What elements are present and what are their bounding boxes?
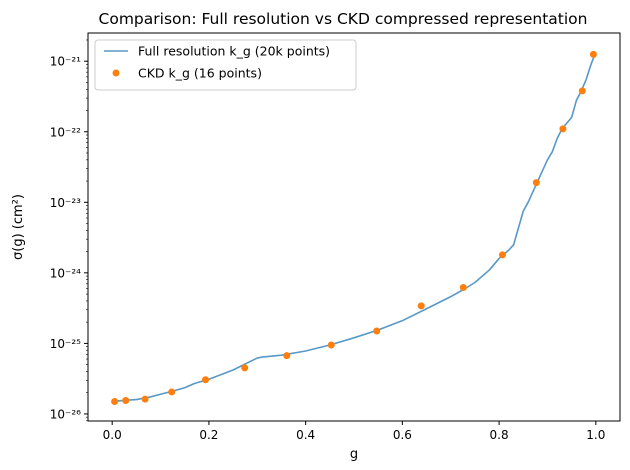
- legend: Full resolution k_g (20k points) CKD k_g…: [94, 39, 357, 91]
- plot-area-frame: [87, 32, 621, 422]
- y-tick-label: 10⁻²⁶: [50, 407, 81, 421]
- y-tick-label: 10⁻²³: [50, 196, 81, 210]
- ckd-point: [141, 395, 149, 403]
- legend-box: [94, 39, 357, 91]
- legend-label-full-resolution: Full resolution k_g (20k points): [138, 44, 330, 59]
- chart-title: Comparison: Full resolution vs CKD compr…: [99, 10, 588, 28]
- ckd-point: [122, 397, 130, 405]
- series-line-full-resolution: [112, 51, 597, 403]
- x-tick-label: 0.0: [103, 428, 122, 442]
- ckd-point: [532, 179, 540, 187]
- legend-point-swatch: [112, 69, 120, 77]
- ckd-point: [559, 125, 567, 133]
- ckd-point: [417, 302, 425, 310]
- ckd-point: [111, 398, 119, 406]
- ckd-point: [459, 284, 467, 291]
- y-axis-label: σ(g) (cm²): [11, 194, 26, 260]
- ckd-point: [589, 50, 597, 58]
- ckd-point: [498, 251, 506, 259]
- y-tick-label: 10⁻²⁵: [50, 337, 81, 351]
- ckd-point: [168, 388, 176, 396]
- x-tick-label: 0.2: [199, 428, 218, 442]
- ckd-point: [283, 352, 291, 360]
- y-tick-label: 10⁻²¹: [50, 55, 81, 69]
- y-tick-label: 10⁻²²: [50, 125, 81, 139]
- x-tick-label: 1.0: [586, 428, 605, 442]
- x-tick-label: 0.4: [296, 428, 315, 442]
- ckd-point: [327, 341, 335, 349]
- x-tick-label: 0.6: [393, 428, 412, 442]
- ckd-point: [241, 364, 249, 372]
- ckd-point: [578, 87, 586, 95]
- ckd-point: [202, 376, 210, 384]
- y-tick-label: 10⁻²⁴: [50, 266, 81, 280]
- ckd-point: [373, 327, 381, 335]
- x-tick-label: 0.8: [490, 428, 509, 442]
- x-axis-label: g: [350, 447, 358, 462]
- legend-label-ckd: CKD k_g (16 points): [138, 66, 262, 81]
